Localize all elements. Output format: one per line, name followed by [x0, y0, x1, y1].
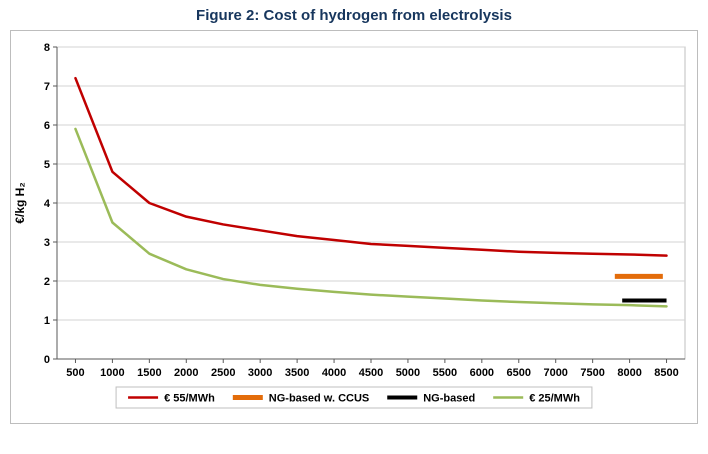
- series-line-0: [74, 76, 668, 257]
- y-axis-title: €/kg H₂: [13, 182, 27, 223]
- x-tick-label: 6000: [470, 367, 494, 379]
- x-tick-label: 8500: [654, 367, 678, 379]
- legend-label: NG-based w. CCUS: [269, 393, 369, 405]
- x-tick-label: 5000: [396, 367, 420, 379]
- x-tick-label: 8000: [617, 367, 641, 379]
- y-tick-label: 1: [44, 315, 50, 327]
- y-tick-label: 6: [44, 120, 50, 132]
- y-tick-label: 5: [44, 159, 50, 171]
- y-tick-label: 3: [44, 237, 50, 249]
- x-tick-label: 7500: [580, 367, 604, 379]
- y-tick-label: 7: [44, 81, 50, 93]
- y-tick-label: 0: [44, 354, 50, 366]
- figure-title: Figure 2: Cost of hydrogen from electrol…: [196, 7, 512, 24]
- legend-item: NG-based: [387, 393, 475, 405]
- legend: € 55/MWh NG-based w. CCUS NG-based € 25/MWh: [115, 386, 593, 409]
- x-tick-label: 2500: [211, 367, 235, 379]
- legend-box: [115, 386, 593, 409]
- x-tick-label: 1500: [137, 367, 161, 379]
- x-tick-label: 1000: [100, 367, 124, 379]
- figure: Figure 2: Cost of hydrogen from electrol…: [10, 7, 698, 424]
- y-axis-ticks: 0 1 2 3 4 5 6 7 8: [44, 42, 57, 366]
- y-tick-label: 2: [44, 276, 50, 288]
- x-tick-label: 7000: [543, 367, 567, 379]
- x-tick-label: 3500: [285, 367, 309, 379]
- legend-item: € 25/MWh: [493, 393, 580, 405]
- chart-area: 0 1 2 3 4 5 6 7 8 500 1000 1500 2000 2500 3000 3500 4000…: [10, 30, 698, 424]
- x-axis-ticks: 500 1000 1500 2000 2500 3000 3500 4000 4500 5000 5…: [66, 359, 679, 379]
- legend-label: € 55/MWh: [164, 393, 215, 405]
- x-tick-label: 4000: [322, 367, 346, 379]
- x-tick-label: 500: [66, 367, 84, 379]
- x-tick-label: 3000: [248, 367, 272, 379]
- legend-label: NG-based: [423, 393, 475, 405]
- y-tick-label: 8: [44, 42, 50, 54]
- legend-item: NG-based w. CCUS: [232, 393, 369, 405]
- legend-item: € 55/MWh: [128, 393, 215, 405]
- x-tick-label: 5500: [433, 367, 457, 379]
- gridlines: [57, 46, 685, 321]
- legend-label: € 25/MWh: [529, 393, 580, 405]
- series-line-1: [74, 127, 668, 308]
- y-tick-label: 4: [44, 198, 51, 210]
- x-tick-label: 2000: [174, 367, 198, 379]
- x-tick-label: 4500: [359, 367, 383, 379]
- x-tick-label: 6500: [507, 367, 531, 379]
